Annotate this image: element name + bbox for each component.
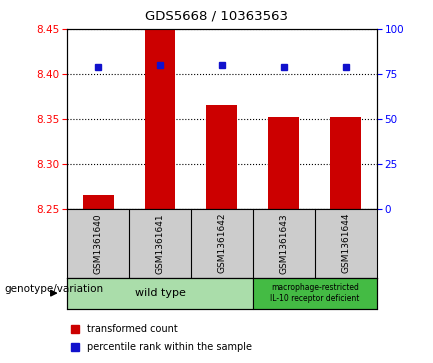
Text: genotype/variation: genotype/variation (4, 285, 103, 294)
Bar (145, 29, 175, 209)
Bar (207, 105, 237, 209)
Text: GSM1361640: GSM1361640 (94, 213, 103, 274)
Text: GSM1361641: GSM1361641 (155, 213, 165, 274)
Text: GSM1361644: GSM1361644 (341, 213, 350, 273)
Text: wild type: wild type (135, 288, 185, 298)
Bar (67, 278, 253, 309)
Bar (253, 278, 377, 309)
Text: GDS5668 / 10363563: GDS5668 / 10363563 (145, 9, 288, 22)
Text: GSM1361643: GSM1361643 (279, 213, 288, 274)
Text: GSM1361642: GSM1361642 (217, 213, 226, 273)
Bar (268, 117, 299, 209)
Text: macrophage-restricted
IL-10 receptor deficient: macrophage-restricted IL-10 receptor def… (270, 283, 359, 303)
Bar (330, 117, 361, 209)
Text: transformed count: transformed count (87, 323, 178, 334)
Bar (83, 195, 113, 209)
Text: percentile rank within the sample: percentile rank within the sample (87, 342, 252, 352)
